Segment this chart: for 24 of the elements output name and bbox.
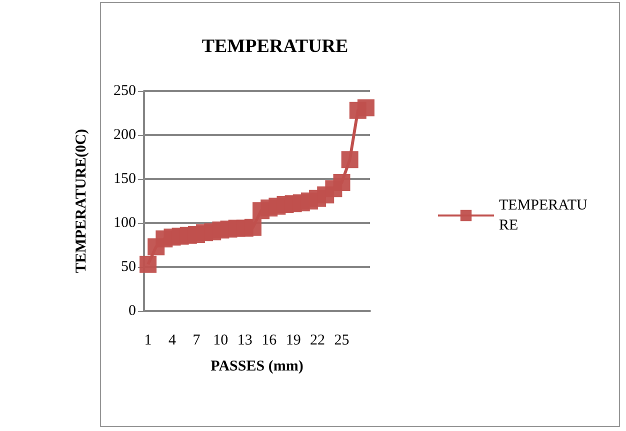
x-tick-label: 13 bbox=[237, 332, 252, 348]
x-tick-label: 4 bbox=[168, 332, 176, 348]
y-tick-label: 150 bbox=[114, 171, 136, 187]
x-tick-label: 22 bbox=[310, 332, 326, 348]
point bbox=[333, 174, 350, 192]
y-tick-label: 250 bbox=[114, 83, 136, 99]
x-tick-label: 7 bbox=[192, 332, 201, 348]
x-tick-label: 1 bbox=[144, 332, 152, 348]
x-tick-label: 10 bbox=[213, 332, 228, 348]
point bbox=[244, 218, 262, 236]
x-tick-label: 25 bbox=[334, 332, 350, 348]
x-axis-title: PASSES (mm) bbox=[210, 358, 304, 374]
x-tick-label: 19 bbox=[286, 332, 301, 348]
point bbox=[341, 151, 358, 168]
y-tick-label: 100 bbox=[114, 215, 136, 231]
chart-title: TEMPERATURE bbox=[202, 36, 348, 57]
point bbox=[357, 99, 374, 116]
point bbox=[140, 256, 157, 273]
legend-label: TEMPERATURE bbox=[499, 198, 588, 234]
x-tick-label: 16 bbox=[262, 332, 278, 348]
y-tick-label: 200 bbox=[114, 127, 136, 143]
y-tick-label: 0 bbox=[128, 303, 136, 319]
y-axis-title: TEMPERATURE(0C) bbox=[74, 129, 90, 273]
y-tick-label: 50 bbox=[121, 259, 136, 275]
